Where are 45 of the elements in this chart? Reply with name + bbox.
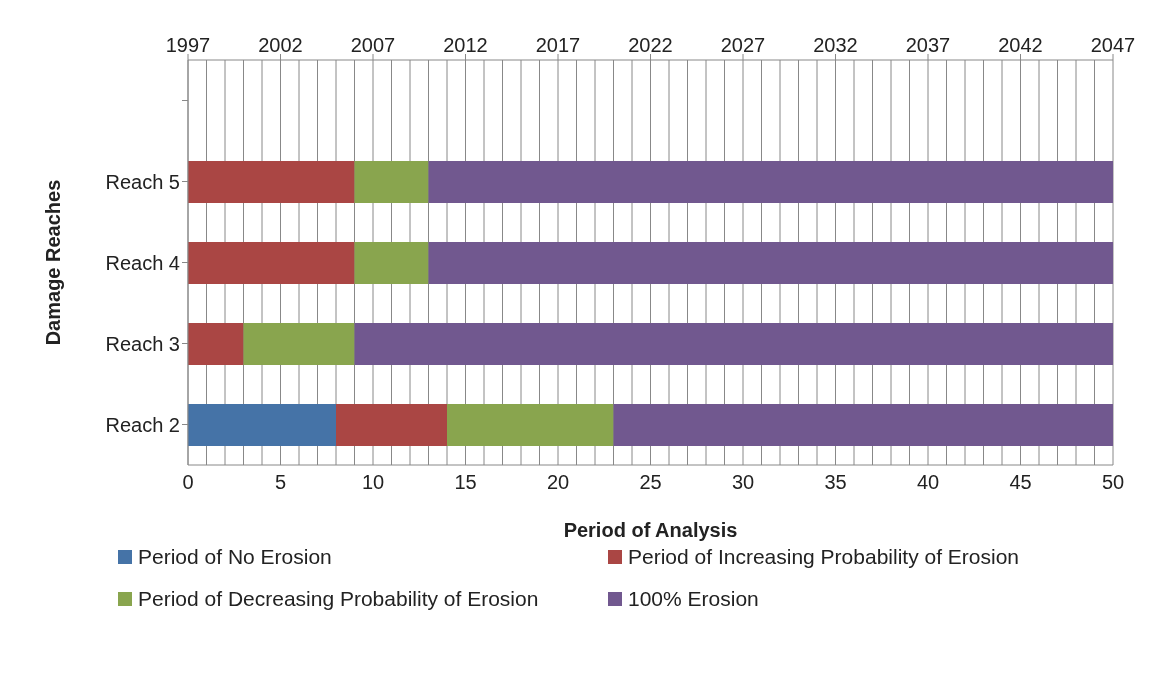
x2-tick-label: 2002 — [258, 34, 303, 56]
x2-tick-label: 2037 — [905, 34, 951, 56]
x-tick-label: 30 — [731, 471, 755, 494]
x-tick-label: 0 — [182, 471, 194, 494]
legend-label: Period of Increasing Probability of Erosion — [628, 545, 1020, 569]
x-tick-label: 10 — [361, 471, 385, 494]
bar — [188, 404, 336, 446]
bar — [354, 323, 1113, 365]
y-tick-label: Reach 4 — [105, 251, 180, 274]
bar — [243, 323, 355, 365]
bar — [428, 161, 1113, 203]
x-tick-label: 40 — [916, 471, 940, 494]
bar — [613, 404, 1113, 446]
bar — [354, 242, 429, 284]
y-tick-label: Reach 2 — [105, 413, 180, 436]
x2-tick-label: 1997 — [165, 34, 211, 56]
bar — [188, 161, 355, 203]
x-tick-label: 15 — [454, 471, 477, 494]
y-tick-label: Reach 5 — [105, 170, 180, 193]
x-axis-title: Period of Analysis — [563, 519, 738, 541]
x-tick-label: 5 — [274, 471, 287, 494]
x2-tick-label: 2042 — [998, 34, 1043, 56]
x2-tick-label: 2007 — [350, 34, 396, 56]
bar — [428, 242, 1113, 284]
bar — [188, 323, 244, 365]
legend-label: Period of Decreasing Probability of Erosion — [138, 587, 539, 611]
x2-tick-label: 2032 — [813, 34, 858, 56]
bar — [336, 404, 447, 446]
legend-label: Period of No Erosion — [138, 545, 332, 569]
x2-tick-label: 2022 — [628, 34, 673, 56]
x2-tick-label: 2012 — [443, 34, 488, 56]
x2-tick-label: 2027 — [720, 34, 766, 56]
x-tick-label: 45 — [1009, 471, 1032, 494]
x2-tick-label: 2047 — [1090, 34, 1136, 56]
x2-tick-label: 2017 — [535, 34, 581, 56]
x-tick-label: 50 — [1101, 471, 1125, 494]
x-tick-label: 35 — [824, 471, 847, 494]
bar — [354, 161, 429, 203]
x-tick-label: 20 — [546, 471, 570, 494]
y-tick-label: Reach 3 — [105, 332, 180, 355]
y-axis-title: Damage Reaches — [42, 179, 65, 346]
bar — [188, 242, 355, 284]
legend-label: 100% Erosion — [628, 587, 759, 611]
bar — [447, 404, 614, 446]
x-tick-label: 25 — [639, 471, 662, 494]
